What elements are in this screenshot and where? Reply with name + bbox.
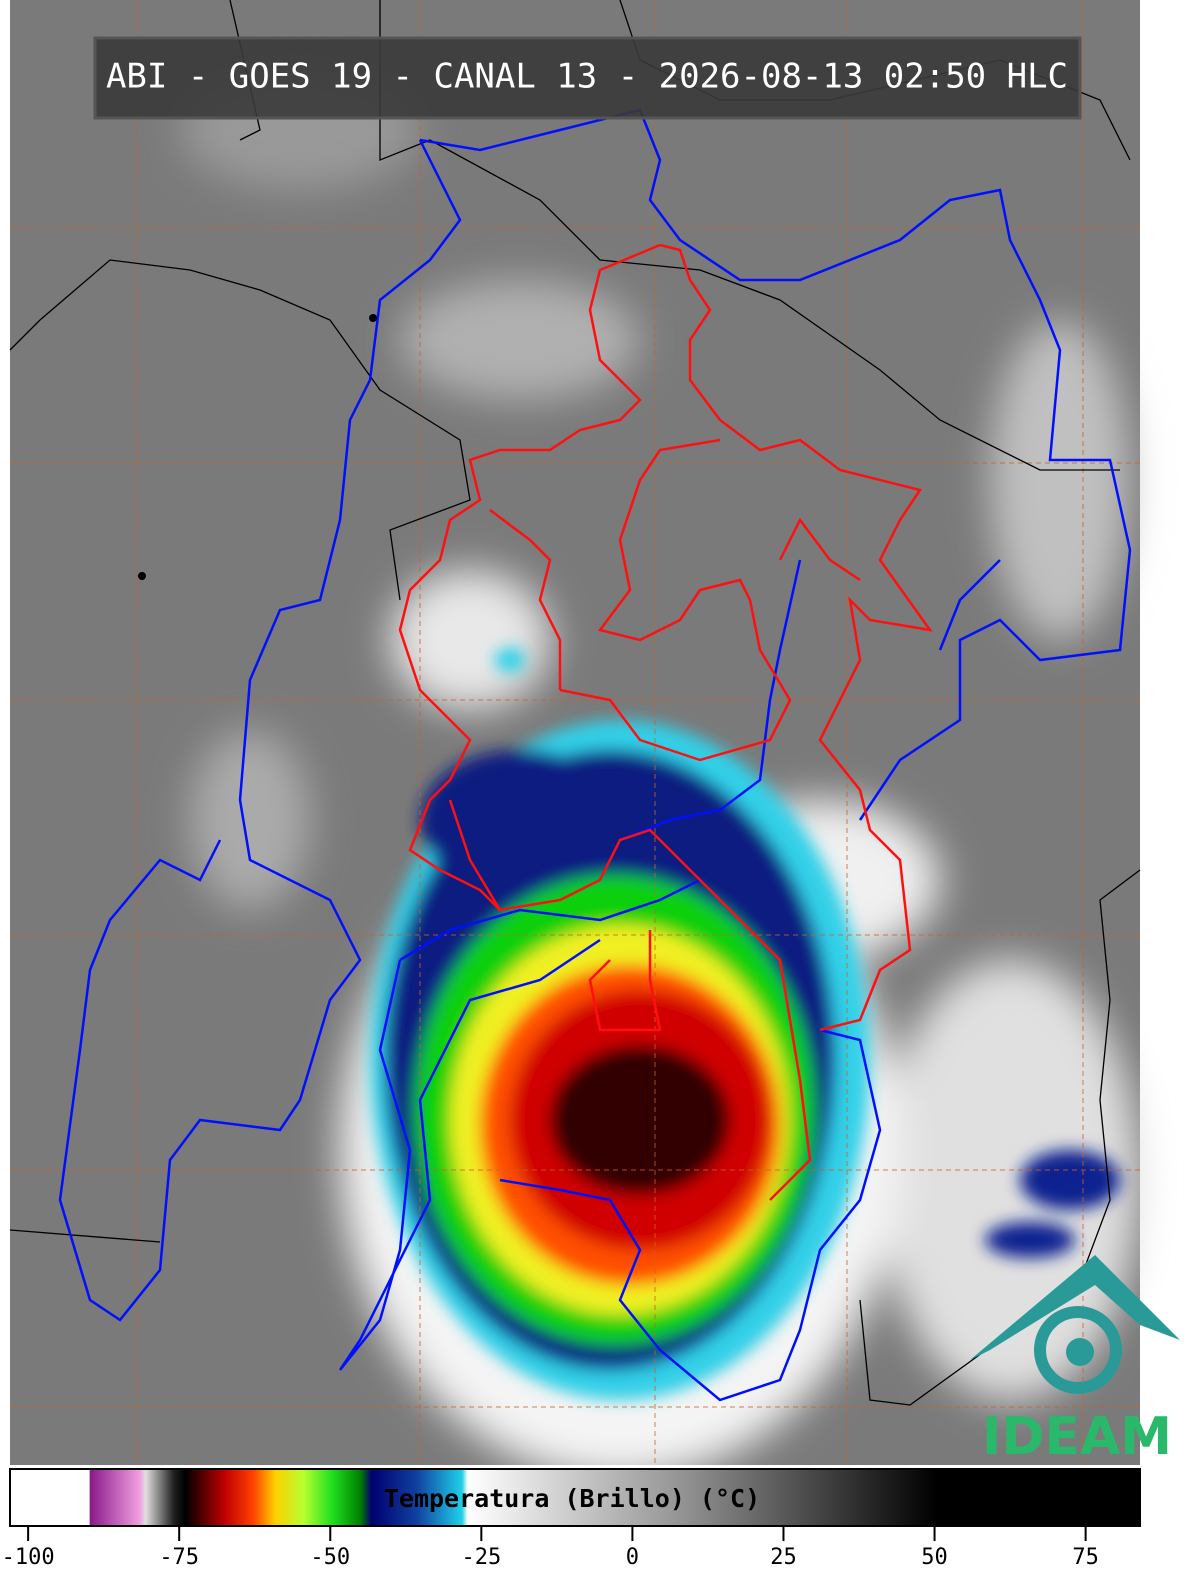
- tick-label: 50: [921, 1545, 948, 1570]
- tick-label: -100: [2, 1545, 55, 1570]
- tick-label: -75: [159, 1545, 199, 1570]
- tick-label: -50: [310, 1545, 350, 1570]
- region-borders: [58, 108, 1132, 1402]
- logo: IDEAM: [970, 1255, 1180, 1467]
- graticule: [10, 0, 1140, 1465]
- tick-label: 75: [1072, 1545, 1099, 1570]
- title-box: [93, 36, 1082, 120]
- colorbar: [9, 1468, 1141, 1527]
- logo-text: IDEAM: [982, 1407, 1172, 1467]
- tick-label: -25: [461, 1545, 501, 1570]
- tick-label: 0: [626, 1545, 639, 1570]
- colorbar-ticks: -100 -75 -50 -25 0 25 50 75: [2, 1527, 1099, 1570]
- title: ABI - GOES 19 - CANAL 13 - 2026-08-13 02…: [106, 57, 1068, 97]
- tick-label: 25: [770, 1545, 797, 1570]
- department-borders: [398, 243, 933, 1201]
- storm: [370, 648, 1120, 1400]
- city-marker: [369, 314, 377, 322]
- city-marker: [138, 572, 146, 580]
- colorbar-label: Temperatura (Brillo) (°C): [384, 1484, 760, 1513]
